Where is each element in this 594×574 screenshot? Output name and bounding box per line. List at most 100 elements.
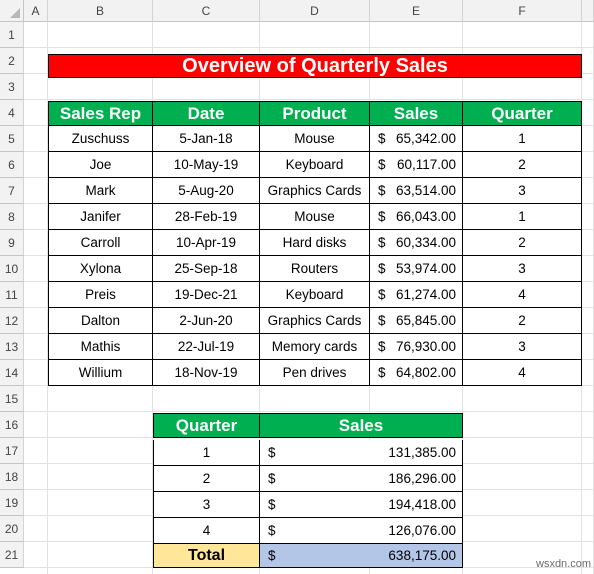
sales-table-cell-quarter[interactable]: 2 [463, 230, 582, 256]
sales-table-cell-rep[interactable]: Mathis [48, 334, 153, 360]
column-header-a[interactable]: A [24, 0, 48, 22]
sales-table-cell-sales[interactable]: $63,514.00 [370, 178, 463, 204]
row-header-20[interactable]: 20 [0, 516, 24, 542]
sales-table-cell-product[interactable]: Hard disks [260, 230, 370, 256]
row-header-5[interactable]: 5 [0, 126, 24, 152]
sales-table-header-quarter[interactable]: Quarter [463, 101, 582, 126]
sales-table-cell-quarter[interactable]: 3 [463, 334, 582, 360]
currency-symbol: $ [268, 471, 276, 486]
sales-table-cell-sales[interactable]: $60,334.00 [370, 230, 463, 256]
row-header-15[interactable]: 15 [0, 386, 24, 412]
row-header-9[interactable]: 9 [0, 230, 24, 256]
sales-table-cell-quarter[interactable]: 1 [463, 204, 582, 230]
sales-table-cell-product[interactable]: Memory cards [260, 334, 370, 360]
sales-table-cell-date[interactable]: 5-Jan-18 [153, 126, 260, 152]
row-header-8[interactable]: 8 [0, 204, 24, 230]
sales-table-cell-rep[interactable]: Xylona [48, 256, 153, 282]
sales-table-cell-date[interactable]: 19-Dec-21 [153, 282, 260, 308]
sales-table-cell-date[interactable]: 5-Aug-20 [153, 178, 260, 204]
row-header-1[interactable]: 1 [0, 22, 24, 48]
row-header-6[interactable]: 6 [0, 152, 24, 178]
row-header-18[interactable]: 18 [0, 464, 24, 490]
sales-table-cell-rep[interactable]: Janifer [48, 204, 153, 230]
sales-table-cell-sales[interactable]: $65,845.00 [370, 308, 463, 334]
sales-table-cell-date[interactable]: 22-Jul-19 [153, 334, 260, 360]
row-header-12[interactable]: 12 [0, 308, 24, 334]
sales-table-header-sales-rep[interactable]: Sales Rep [48, 101, 153, 126]
sales-table-cell-product[interactable]: Mouse [260, 204, 370, 230]
sales-table-cell-sales[interactable]: $53,974.00 [370, 256, 463, 282]
summary-table-cell-quarter[interactable]: 3 [153, 492, 260, 518]
sales-table-cell-product[interactable]: Graphics Cards [260, 178, 370, 204]
sales-table-cell-sales[interactable]: $76,930.00 [370, 334, 463, 360]
sales-table-cell-rep[interactable]: Dalton [48, 308, 153, 334]
currency-symbol: $ [268, 523, 276, 538]
sales-table-cell-quarter[interactable]: 2 [463, 152, 582, 178]
sales-table-cell-rep[interactable]: Willium [48, 360, 153, 386]
sales-table-cell-quarter[interactable]: 3 [463, 256, 582, 282]
summary-table-cell-sales[interactable]: $186,296.00 [260, 466, 463, 492]
row-header-3[interactable]: 3 [0, 74, 24, 100]
sales-table-cell-quarter[interactable]: 4 [463, 360, 582, 386]
column-header-d[interactable]: D [260, 0, 370, 22]
summary-table-cell-sales[interactable]: $126,076.00 [260, 518, 463, 544]
row-header-4[interactable]: 4 [0, 100, 24, 126]
sales-table-cell-quarter[interactable]: 3 [463, 178, 582, 204]
sales-table-cell-rep[interactable]: Zuschuss [48, 126, 153, 152]
row-header-7[interactable]: 7 [0, 178, 24, 204]
summary-table-cell-quarter[interactable]: 1 [153, 440, 260, 466]
summary-table-header-sales[interactable]: Sales [260, 413, 463, 438]
sales-table-cell-sales[interactable]: $66,043.00 [370, 204, 463, 230]
sales-table-cell-date[interactable]: 10-May-19 [153, 152, 260, 178]
sales-table-cell-sales[interactable]: $64,802.00 [370, 360, 463, 386]
row-header-11[interactable]: 11 [0, 282, 24, 308]
sheet-title[interactable]: Overview of Quarterly Sales [48, 54, 582, 78]
sales-table-cell-date[interactable]: 10-Apr-19 [153, 230, 260, 256]
sales-table-cell-quarter[interactable]: 4 [463, 282, 582, 308]
row-header-16[interactable]: 16 [0, 412, 24, 438]
sales-table-cell-quarter[interactable]: 1 [463, 126, 582, 152]
summary-total-value[interactable]: $638,175.00 [260, 544, 463, 568]
summary-table-cell-quarter[interactable]: 2 [153, 466, 260, 492]
row-header-10[interactable]: 10 [0, 256, 24, 282]
column-header-f[interactable]: F [463, 0, 582, 22]
sales-table-cell-sales[interactable]: $61,274.00 [370, 282, 463, 308]
sales-table-cell-sales[interactable]: $60,117.00 [370, 152, 463, 178]
sales-table-cell-product[interactable]: Graphics Cards [260, 308, 370, 334]
sales-table-cell-date[interactable]: 25-Sep-18 [153, 256, 260, 282]
sales-table-cell-date[interactable]: 28-Feb-19 [153, 204, 260, 230]
sales-table-cell-product[interactable]: Routers [260, 256, 370, 282]
currency-symbol: $ [378, 261, 386, 276]
row-header-21[interactable]: 21 [0, 542, 24, 568]
sales-table-cell-product[interactable]: Keyboard [260, 152, 370, 178]
row-header-17[interactable]: 17 [0, 438, 24, 464]
sales-table-cell-quarter[interactable]: 2 [463, 308, 582, 334]
column-header-c[interactable]: C [153, 0, 260, 22]
column-header-e[interactable]: E [370, 0, 463, 22]
sales-table-header-sales[interactable]: Sales [370, 101, 463, 126]
sales-table-header-product[interactable]: Product [260, 101, 370, 126]
sales-table-cell-rep[interactable]: Joe [48, 152, 153, 178]
row-header-14[interactable]: 14 [0, 360, 24, 386]
sales-table-cell-product[interactable]: Keyboard [260, 282, 370, 308]
select-all-corner[interactable] [0, 0, 24, 22]
summary-table-cell-quarter[interactable]: 4 [153, 518, 260, 544]
summary-table-cell-sales[interactable]: $131,385.00 [260, 440, 463, 466]
sales-table-header-date[interactable]: Date [153, 101, 260, 126]
column-header-b[interactable]: B [48, 0, 153, 22]
sales-table-cell-product[interactable]: Mouse [260, 126, 370, 152]
row-header-2[interactable]: 2 [0, 48, 24, 74]
sales-table-cell-rep[interactable]: Carroll [48, 230, 153, 256]
summary-table-header-quarter[interactable]: Quarter [153, 413, 260, 438]
sales-table-cell-rep[interactable]: Preis [48, 282, 153, 308]
sales-table-cell-rep[interactable]: Mark [48, 178, 153, 204]
sales-table-cell-product[interactable]: Pen drives [260, 360, 370, 386]
summary-total-label[interactable]: Total [153, 544, 260, 568]
summary-table-cell-sales[interactable]: $194,418.00 [260, 492, 463, 518]
sales-table-cell-date[interactable]: 2-Jun-20 [153, 308, 260, 334]
row-header-13[interactable]: 13 [0, 334, 24, 360]
sales-table-cell-date[interactable]: 18-Nov-19 [153, 360, 260, 386]
sales-table-cell-sales[interactable]: $65,342.00 [370, 126, 463, 152]
row-header-19[interactable]: 19 [0, 490, 24, 516]
